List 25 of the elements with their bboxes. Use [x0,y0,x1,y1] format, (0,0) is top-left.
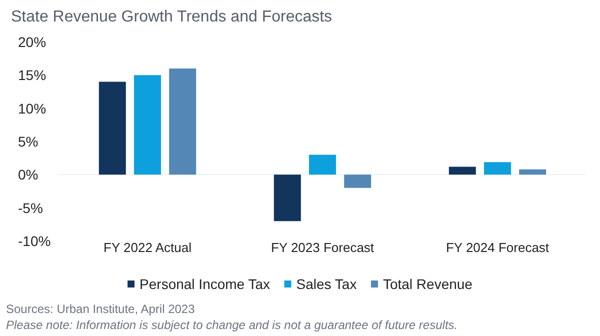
chart-title: State Revenue Growth Trends and Forecasts [11,8,332,26]
bar [98,82,126,175]
bar [519,169,546,175]
x-tick-label: FY 2024 Forecast [446,240,550,255]
x-tick-label: FY 2022 Actual [104,240,192,255]
y-tick-label: 0% [18,166,38,183]
y-tick-label: 10% [18,100,46,116]
legend-label: Total Revenue [382,276,473,292]
y-tick-label: -10% [18,233,51,249]
bar [134,75,161,175]
bar [274,174,301,222]
text: Please note: Information is subject to change and is not a guarantee of future results. [6,318,458,332]
bar [448,166,476,175]
bar [484,162,511,175]
bar [169,68,196,175]
bar [309,154,336,175]
y-tick-label: 20% [18,34,46,50]
legend-label: Personal Income Tax [140,276,270,292]
y-tick-label: 5% [18,134,38,150]
source-note: Sources: Urban Institute, April 2023 [6,302,196,316]
x-tick-label: FY 2023 Forecast [270,240,374,255]
bar [344,174,372,188]
y-tick-label: 15% [18,67,46,84]
legend-label: Sales Tax [296,276,357,292]
y-tick-label: -5% [18,200,43,216]
